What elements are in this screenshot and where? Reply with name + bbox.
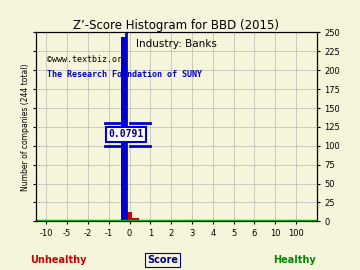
Y-axis label: Number of companies (244 total): Number of companies (244 total) — [21, 63, 30, 191]
Bar — [125, 212, 132, 221]
Text: 0.0791: 0.0791 — [108, 129, 144, 140]
Text: The Research Foundation of SUNY: The Research Foundation of SUNY — [47, 70, 202, 79]
Text: Healthy: Healthy — [273, 255, 316, 265]
Text: Score: Score — [147, 255, 178, 265]
Title: Z’-Score Histogram for BBD (2015): Z’-Score Histogram for BBD (2015) — [73, 19, 279, 32]
Text: Industry: Banks: Industry: Banks — [136, 39, 217, 49]
Bar — [121, 37, 126, 221]
Text: ©www.textbiz.org: ©www.textbiz.org — [47, 55, 127, 64]
Text: Unhealthy: Unhealthy — [30, 255, 87, 265]
Bar — [132, 218, 139, 221]
